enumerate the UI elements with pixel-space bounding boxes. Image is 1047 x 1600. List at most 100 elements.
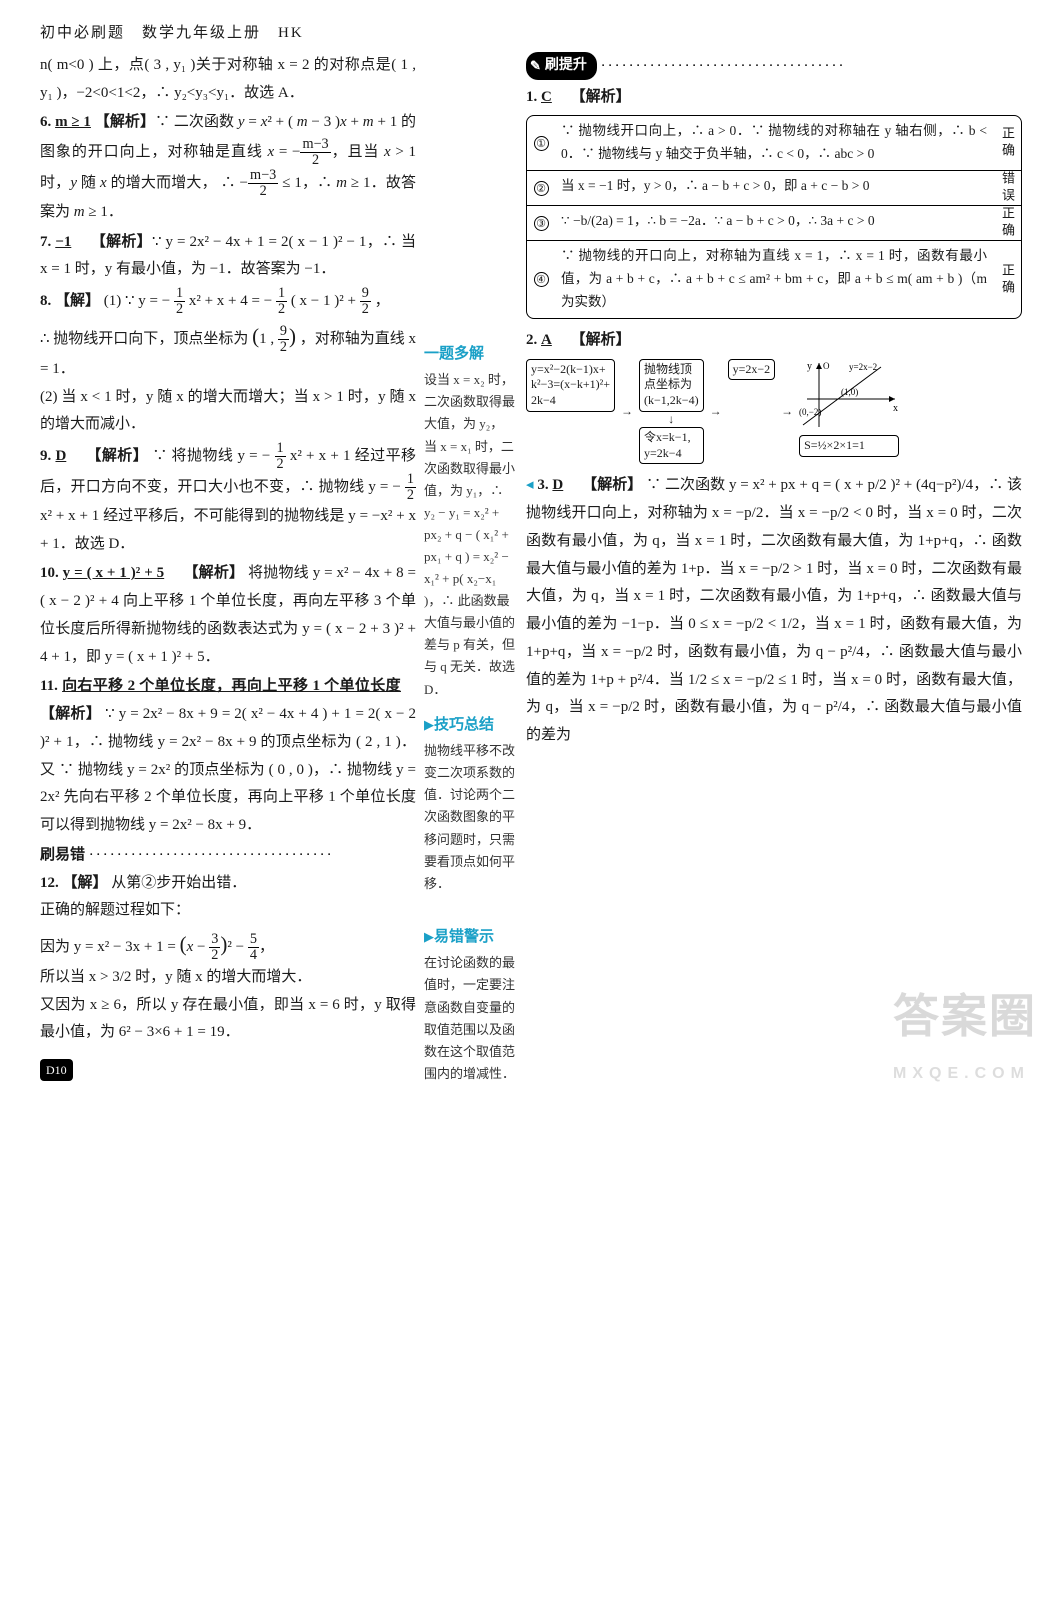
frac-n: 9	[360, 286, 371, 302]
mid-column: 一题多解 设当 x = x₂ 时，二次函数取得最大值，为 y₂，当 x = x₁…	[420, 52, 520, 1085]
section-up: 刷提升	[526, 52, 1022, 84]
table-row: ③ ∵ −b/(2a) = 1，∴ b = −2a．∵ a − b + c > …	[527, 206, 1021, 241]
frac-d: 2	[209, 948, 220, 963]
badge-up: 刷提升	[526, 52, 597, 80]
q11-answer: 向右平移 2 个单位长度，再向上平移 1 个单位长度	[62, 678, 401, 694]
row-body: ∵ −b/(2a) = 1，∴ b = −2a．∵ a − b + c > 0，…	[555, 206, 993, 240]
q9-num: 9.	[40, 448, 51, 464]
mid-title-2: 技巧总结	[434, 717, 494, 733]
row-num: ③	[527, 206, 555, 240]
tri-icon: ▶	[424, 929, 434, 944]
svg-text:x: x	[893, 403, 898, 414]
frac-n: 3	[209, 932, 220, 948]
q9: 9. D 【解析】 ∵ 将抛物线 y = − 12 x² + x + 1 经过平…	[40, 441, 416, 558]
watermark: 答案圈 MXQE.COM	[893, 974, 1037, 1089]
q8-l1b: x² + x + 4 = −	[189, 293, 272, 309]
rq1-answer: C	[541, 89, 552, 105]
rq3-tag: 【解析】	[582, 477, 642, 493]
frac-d: 2	[275, 457, 286, 472]
rq1-tag: 【解析】	[571, 89, 631, 105]
flow-diagram: y=x²−2(k−1)x+ k²−3=(x−k+1)²+ 2k−4 → 抛物线顶…	[526, 359, 1022, 465]
svg-text:(1,0): (1,0)	[841, 387, 858, 397]
row-body: 当 x = −1 时，y > 0，∴ a − b + c > 0，即 a + c…	[555, 171, 993, 205]
frac-n: 1	[405, 472, 416, 488]
q10-answer: y = ( x + 1 )² + 5	[63, 565, 165, 581]
frac-d: 2	[276, 302, 287, 317]
mid-title-1: 一题多解	[424, 342, 516, 368]
arrow-icon: →	[781, 404, 793, 420]
q7-tag: 【解析】	[91, 234, 152, 250]
watermark-main: 答案圈	[893, 990, 1037, 1042]
mid-title-3: 易错警示	[434, 929, 494, 945]
dot-line	[601, 58, 846, 74]
frac-d: 2	[300, 153, 330, 168]
q10: 10. y = ( x + 1 )² + 5 【解析】 将抛物线 y = x² …	[40, 560, 416, 671]
q12-num: 12.	[40, 875, 59, 891]
page-badge: D10	[40, 1059, 73, 1081]
r-q3: ◂ 3. D 【解析】 ∵ 二次函数 y = x² + px + q = ( x…	[526, 472, 1022, 750]
q12-l5: 又因为 x ≥ 6，所以 y 存在最小值，即当 x = 6 时，y 取得最小值，…	[40, 997, 416, 1041]
arrow-icon: →	[621, 404, 633, 420]
mid-body-2: 抛物线平移不改变二次项系数的值．讨论两个二次函数图象的平移问题时，只需要看顶点如…	[424, 740, 516, 895]
q9-c: x² + x + 1 经过平移后，不可能得到的抛物线是 y = −x² + x …	[40, 508, 416, 552]
r-q1: 1. C 【解析】	[526, 84, 1022, 112]
frac-n: 1	[276, 286, 287, 302]
page-header: 初中必刷题 数学九年级上册 HK	[40, 20, 1022, 48]
table-row: ② 当 x = −1 时，y > 0，∴ a − b + c > 0，即 a +…	[527, 171, 1021, 206]
frac-n: m−3	[248, 168, 278, 184]
svg-text:(0,−2): (0,−2)	[799, 407, 821, 417]
q11-body: ∵ y = 2x² − 8x + 9 = 2( x² − 4x + 4 ) + …	[40, 706, 416, 833]
q10-num: 10.	[40, 565, 59, 581]
frac-n: 9	[278, 324, 289, 340]
tri-icon: ▶	[424, 717, 434, 732]
q8-l1a: (1) ∵ y = −	[104, 293, 170, 309]
q5-tail: n( m<0 ) 上，点( 3 , y₁ )关于对称轴 x = 2 的对称点是(…	[40, 52, 416, 108]
frac-n: 1	[275, 441, 286, 457]
frac-d: 2	[174, 302, 185, 317]
row-judge: 正确	[993, 206, 1021, 240]
q12-l4: 所以当 x > 3/2 时，y 随 x 的增大而增大．	[40, 969, 311, 985]
q8-tag: 【解】	[55, 293, 100, 309]
row-num: ④	[527, 241, 555, 318]
mini-plot: x y y=2x−2 (1,0) (0,−2) O S=½×2×1=1	[799, 359, 899, 457]
frac-d: 2	[248, 184, 278, 199]
arrow-icon: ↓	[639, 412, 704, 428]
row-body: ∵ 抛物线的开口向上，对称轴为直线 x = 1，∴ x = 1 时，函数有最小值…	[555, 241, 993, 318]
q12-tag: 【解】	[63, 875, 108, 891]
frac-d: 4	[248, 948, 259, 963]
rq3-answer: D	[552, 477, 563, 493]
section-err-label: 刷易错	[40, 847, 85, 863]
left-column: n( m<0 ) 上，点( 3 , y₁ )关于对称轴 x = 2 的对称点是(…	[40, 52, 420, 1085]
section-err: 刷易错	[40, 842, 416, 870]
row-body: ∵ 抛物线开口向上，∴ a > 0．∵ 抛物线的对称轴在 y 轴右侧，∴ b <…	[555, 116, 993, 170]
analysis-table: ① ∵ 抛物线开口向上，∴ a > 0．∵ 抛物线的对称轴在 y 轴右侧，∴ b…	[526, 115, 1022, 319]
q9-tag: 【解析】	[86, 448, 148, 464]
q8-l2a: ∴ 抛物线开口向下，顶点坐标为	[40, 331, 248, 347]
row-num: ①	[527, 116, 555, 170]
q6-answer: m ≥ 1	[55, 114, 91, 130]
row-judge: 错误	[993, 171, 1021, 205]
right-column: 刷提升 1. C 【解析】 ① ∵ 抛物线开口向上，∴ a > 0．∵ 抛物线的…	[520, 52, 1022, 1085]
mid-body-3: 在讨论函数的最值时，一定要注意函数自变量的取值范围以及函数在这个取值范围内的增减…	[424, 952, 516, 1085]
q11: 11. 向右平移 2 个单位长度，再向上平移 1 个单位长度 【解析】 ∵ y …	[40, 673, 416, 840]
rq2-answer: A	[541, 332, 552, 348]
q6-tag: 【解析】	[95, 114, 155, 130]
q9-a: ∵ 将抛物线 y = −	[152, 448, 270, 464]
circled-num: ③	[534, 216, 549, 231]
diag-box: 令x=k−1, y=2k−4	[639, 427, 704, 464]
diag-box: y=2x−2	[728, 359, 776, 381]
q8-l1d: ，	[375, 293, 390, 309]
table-row: ① ∵ 抛物线开口向上，∴ a > 0．∵ 抛物线的对称轴在 y 轴右侧，∴ b…	[527, 116, 1021, 171]
q8-l3: (2) 当 x < 1 时，y 随 x 的增大而增大；当 x > 1 时，y 随…	[40, 389, 416, 433]
circled-num: ①	[534, 136, 549, 151]
diag-box: 抛物线顶 点坐标为 (k−1,2k−4)	[639, 359, 704, 412]
svg-text:O: O	[823, 361, 830, 371]
r-q2: 2. A 【解析】	[526, 327, 1022, 355]
table-row: ④ ∵ 抛物线的开口向上，对称轴为直线 x = 1，∴ x = 1 时，函数有最…	[527, 241, 1021, 318]
dot-line	[89, 847, 334, 863]
q11-tag: 【解析】	[40, 706, 101, 722]
row-num: ②	[527, 171, 555, 205]
q12-l1: 从第②步开始出错．	[111, 875, 246, 891]
frac-n: m−3	[300, 137, 330, 153]
rq1-num: 1.	[526, 89, 537, 105]
